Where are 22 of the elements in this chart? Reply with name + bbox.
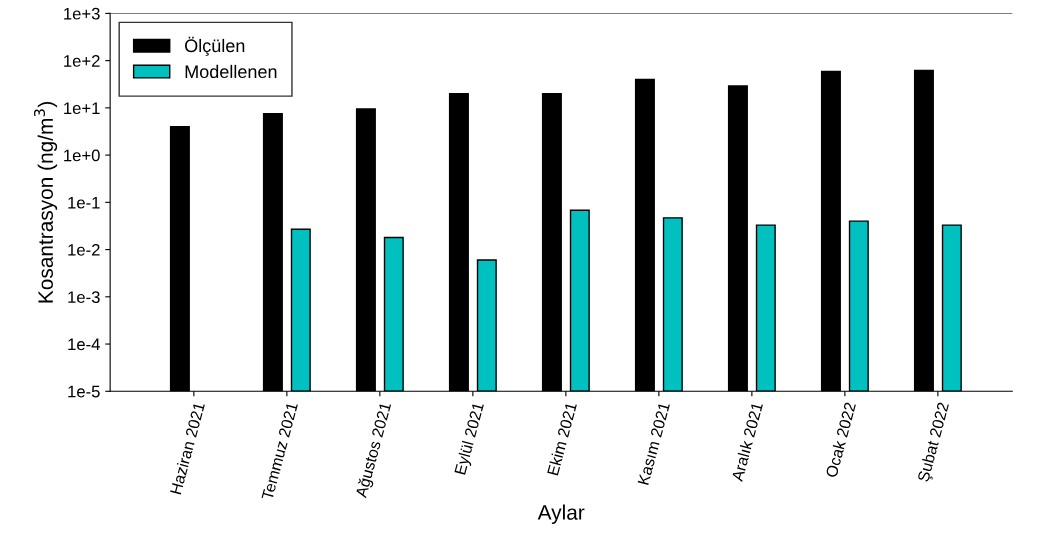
y-tick-label: 1e-3 — [68, 291, 100, 304]
y-tick-label: 1e+1 — [64, 102, 100, 115]
x-tick-label: Kasım 2021 — [637, 401, 670, 486]
x-tick-label: Şubat 2022 — [916, 401, 953, 484]
y-axis-title: Kosantrasyon (ng/m$^{3}$) — [33, 101, 58, 303]
y-tick-label: 1e-5 — [68, 385, 100, 398]
y-tick-label: 1e-4 — [68, 338, 100, 351]
x-tick-label: Ağustos 2021 — [354, 401, 395, 500]
x-tick-label: Eylül 2021 — [453, 401, 488, 476]
y-tick-label: 1e+2 — [64, 55, 100, 67]
legend-label: Ölçülen — [185, 36, 245, 56]
x-tick-label: Ekim 2021 — [546, 401, 577, 476]
y-tick-label: 1e-1 — [68, 196, 100, 209]
x-tick-label: Temmuz 2021 — [261, 401, 298, 501]
y-tick-label: 1e+3 — [64, 7, 100, 20]
legend-label: Modellenen — [185, 64, 277, 79]
x-tick-label: Aralık 2021 — [730, 401, 764, 483]
x-tick-label: Ocak 2022 — [825, 401, 856, 478]
x-tick-label: Haziran 2021 — [169, 401, 205, 495]
x-axis-title: Aylar — [537, 504, 585, 524]
y-tick-label: 1e-2 — [68, 243, 100, 256]
y-tick-label: 1e+0 — [64, 149, 100, 162]
